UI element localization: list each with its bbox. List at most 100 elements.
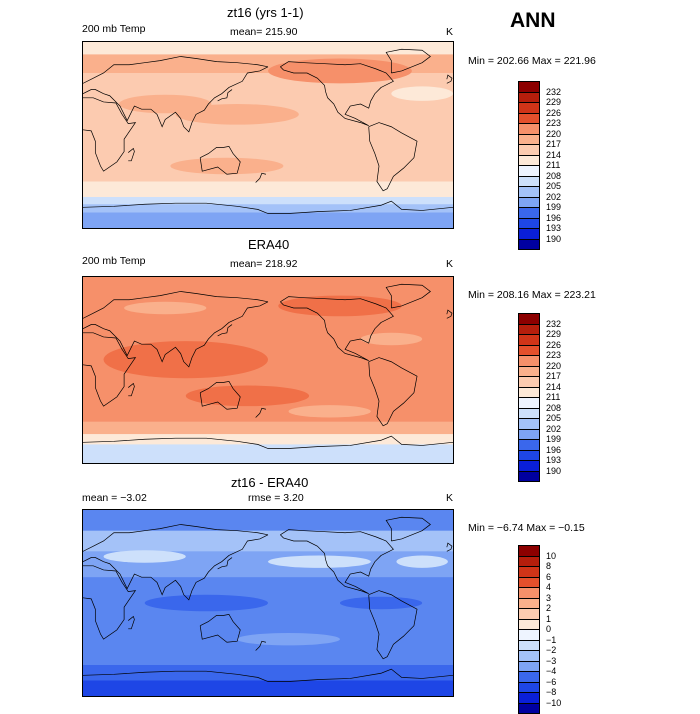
panel-3-mean: mean = −3.02 xyxy=(82,493,147,504)
panel-1-map xyxy=(82,41,454,229)
panel-3-unit: K xyxy=(446,493,453,504)
map-svg xyxy=(83,42,453,228)
colorbar-tick-label: 0 xyxy=(546,625,551,634)
colorbar-tick-label: 205 xyxy=(546,414,561,423)
colorbar-tick-label: 217 xyxy=(546,140,561,149)
field-patch-5 xyxy=(237,633,340,645)
panel-2-unit: K xyxy=(446,259,453,270)
colorbar-tick-label: 199 xyxy=(546,203,561,212)
season-label: ANN xyxy=(510,10,556,31)
colorbar-box-15 xyxy=(518,471,540,483)
colorbar-tick-label: 190 xyxy=(546,467,561,476)
panel-3-minmax: Min = −6.74 Max = −0.15 xyxy=(468,523,585,534)
field-patch-4 xyxy=(340,597,422,609)
panel-2-title: ERA40 xyxy=(248,238,289,251)
colorbar-tick-label: 202 xyxy=(546,425,561,434)
colorbar-tick-label: 214 xyxy=(546,383,561,392)
colorbar-tick-label: 232 xyxy=(546,88,561,97)
panel-3-title: zt16 - ERA40 xyxy=(231,476,308,489)
colorbar-tick-label: 1 xyxy=(546,615,551,624)
panel-2-variable: 200 mb Temp xyxy=(82,256,145,267)
field-patch-1 xyxy=(268,555,371,567)
colorbar-tick-label: −1 xyxy=(546,636,556,645)
colorbar-tick-label: 4 xyxy=(546,583,551,592)
colorbar-tick-label: 196 xyxy=(546,214,561,223)
colorbar-tick-label: −6 xyxy=(546,678,556,687)
panel-1-mean: mean= 215.90 xyxy=(230,27,297,38)
field-band-7 xyxy=(83,213,453,229)
map-svg xyxy=(83,277,453,463)
colorbar-tick-label: 229 xyxy=(546,98,561,107)
colorbar-tick-label: 190 xyxy=(546,235,561,244)
field-patch-5 xyxy=(299,165,381,177)
field-band-0 xyxy=(83,42,453,55)
field-patch-1 xyxy=(186,386,309,407)
field-patch-3 xyxy=(124,302,206,314)
colorbar-box-15 xyxy=(518,239,540,251)
field-band-7 xyxy=(83,681,453,697)
colorbar-tick-label: 226 xyxy=(546,341,561,350)
colorbar-tick-label: 232 xyxy=(546,320,561,329)
panel-1-title: zt16 (yrs 1-1) xyxy=(227,6,304,19)
colorbar-tick-label: 208 xyxy=(546,172,561,181)
field-patch-3 xyxy=(145,595,268,612)
field-band-0 xyxy=(83,277,453,298)
field-patch-0 xyxy=(268,59,412,84)
colorbar-tick-label: 226 xyxy=(546,109,561,118)
colorbar-tick-label: 3 xyxy=(546,594,551,603)
panel-1-unit: K xyxy=(446,27,453,38)
colorbar-box-15 xyxy=(518,703,540,714)
field-band-6 xyxy=(83,204,453,213)
colorbar-tick-label: 217 xyxy=(546,372,561,381)
colorbar-tick-label: −2 xyxy=(546,646,556,655)
panel-3-map xyxy=(82,509,454,697)
colorbar-tick-label: 211 xyxy=(546,161,560,170)
field-band-1 xyxy=(83,531,453,552)
colorbar-tick-label: −4 xyxy=(546,667,556,676)
colorbar-tick-label: 193 xyxy=(546,224,561,233)
colorbar-tick-label: 214 xyxy=(546,151,561,160)
field-patch-4 xyxy=(391,86,453,100)
field-patch-2 xyxy=(396,555,447,567)
field-band-5 xyxy=(83,644,453,665)
colorbar-tick-label: 229 xyxy=(546,330,561,339)
field-band-4 xyxy=(83,182,453,198)
colorbar-tick-label: 199 xyxy=(546,435,561,444)
field-patch-0 xyxy=(104,341,268,378)
colorbar-tick-label: 208 xyxy=(546,404,561,413)
panel-2-map xyxy=(82,276,454,464)
colorbar-tick-label: 220 xyxy=(546,130,561,139)
colorbar-tick-label: 223 xyxy=(546,351,561,360)
field-patch-0 xyxy=(104,550,186,562)
field-patch-2 xyxy=(278,296,401,317)
field-patch-5 xyxy=(289,405,371,417)
colorbar-tick-label: −3 xyxy=(546,657,556,666)
panel-1-variable: 200 mb Temp xyxy=(82,24,145,35)
colorbar-tick-label: 223 xyxy=(546,119,561,128)
field-patch-3 xyxy=(170,158,283,175)
field-band-6 xyxy=(83,665,453,681)
panel-1-minmax: Min = 202.66 Max = 221.96 xyxy=(468,56,596,67)
colorbar-tick-label: 196 xyxy=(546,446,561,455)
panel-2-mean: mean= 218.92 xyxy=(230,259,297,270)
colorbar-tick-label: 205 xyxy=(546,182,561,191)
colorbar-tick-label: 220 xyxy=(546,362,561,371)
colorbar-tick-label: 8 xyxy=(546,562,551,571)
field-band-5 xyxy=(83,444,453,463)
field-band-0 xyxy=(83,510,453,531)
panel-2-minmax: Min = 208.16 Max = 223.21 xyxy=(468,290,596,301)
colorbar-tick-label: 211 xyxy=(546,393,560,402)
colorbar-tick-label: 202 xyxy=(546,193,561,202)
map-svg xyxy=(83,510,453,696)
field-patch-2 xyxy=(176,104,299,125)
colorbar-tick-label: 2 xyxy=(546,604,551,613)
field-band-5 xyxy=(83,197,453,205)
colorbar-tick-label: 193 xyxy=(546,456,561,465)
colorbar-tick-label: −8 xyxy=(546,688,556,697)
field-band-3 xyxy=(83,422,453,435)
colorbar-tick-label: 6 xyxy=(546,573,551,582)
colorbar-tick-label: 10 xyxy=(546,552,556,561)
